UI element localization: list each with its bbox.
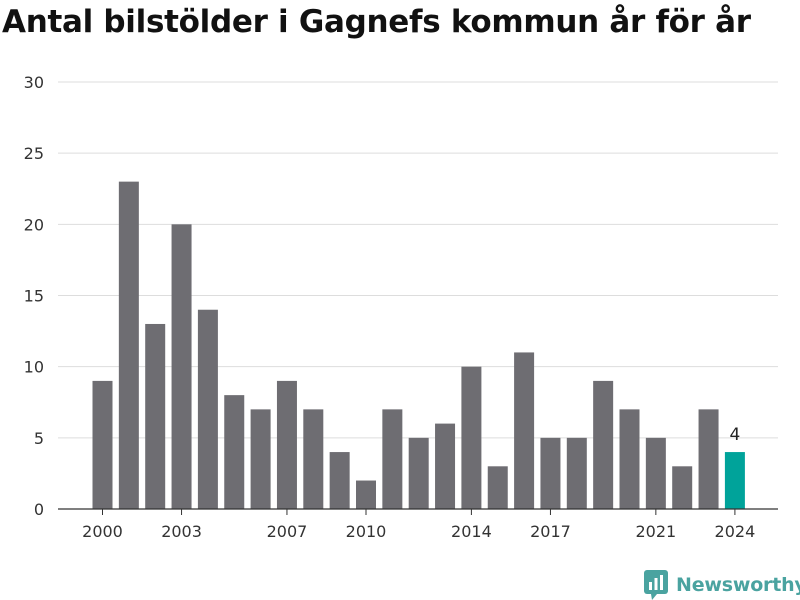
x-tick-label: 2000 [82, 522, 123, 541]
bar [514, 352, 535, 509]
bar [487, 466, 508, 509]
y-tick-label: 10 [24, 358, 44, 377]
chart-title: Antal bilstölder i Gagnefs kommun år för… [2, 4, 751, 40]
data-label: 4 [729, 425, 740, 445]
brand-name: Newsworthy [676, 574, 800, 596]
bar [224, 395, 245, 509]
bar [645, 437, 666, 509]
y-tick-label: 5 [34, 429, 44, 448]
bar [118, 181, 139, 509]
x-tick-label: 2024 [715, 522, 756, 541]
y-tick-label: 15 [24, 287, 44, 306]
bar [619, 409, 640, 509]
bar [672, 466, 693, 509]
bar [197, 309, 218, 509]
bar [92, 380, 113, 509]
x-tick-label: 2021 [635, 522, 676, 541]
y-tick-label: 0 [34, 500, 44, 519]
bar [303, 409, 324, 509]
bar [382, 409, 403, 509]
bar [461, 366, 482, 509]
bar [171, 224, 192, 510]
y-tick-label: 30 [24, 73, 44, 92]
bar [593, 380, 614, 509]
y-tick-label: 20 [24, 215, 44, 234]
bar [145, 323, 166, 509]
bar-chart-logo-icon [644, 570, 668, 600]
bar-highlight [724, 452, 745, 509]
x-tick-label: 2007 [267, 522, 308, 541]
bar [435, 423, 456, 509]
y-tick-label: 25 [24, 144, 44, 163]
x-tick-label: 2014 [451, 522, 492, 541]
bar [540, 437, 561, 509]
bar [566, 437, 587, 509]
x-tick-label: 2003 [161, 522, 202, 541]
bar [329, 452, 350, 509]
bar [250, 409, 271, 509]
bar [408, 437, 429, 509]
brand-logo[interactable]: Newsworthy [644, 570, 800, 600]
bar [276, 380, 297, 509]
bar [698, 409, 719, 509]
x-tick-label: 2017 [530, 522, 571, 541]
x-tick-label: 2010 [346, 522, 387, 541]
bar [356, 480, 376, 509]
